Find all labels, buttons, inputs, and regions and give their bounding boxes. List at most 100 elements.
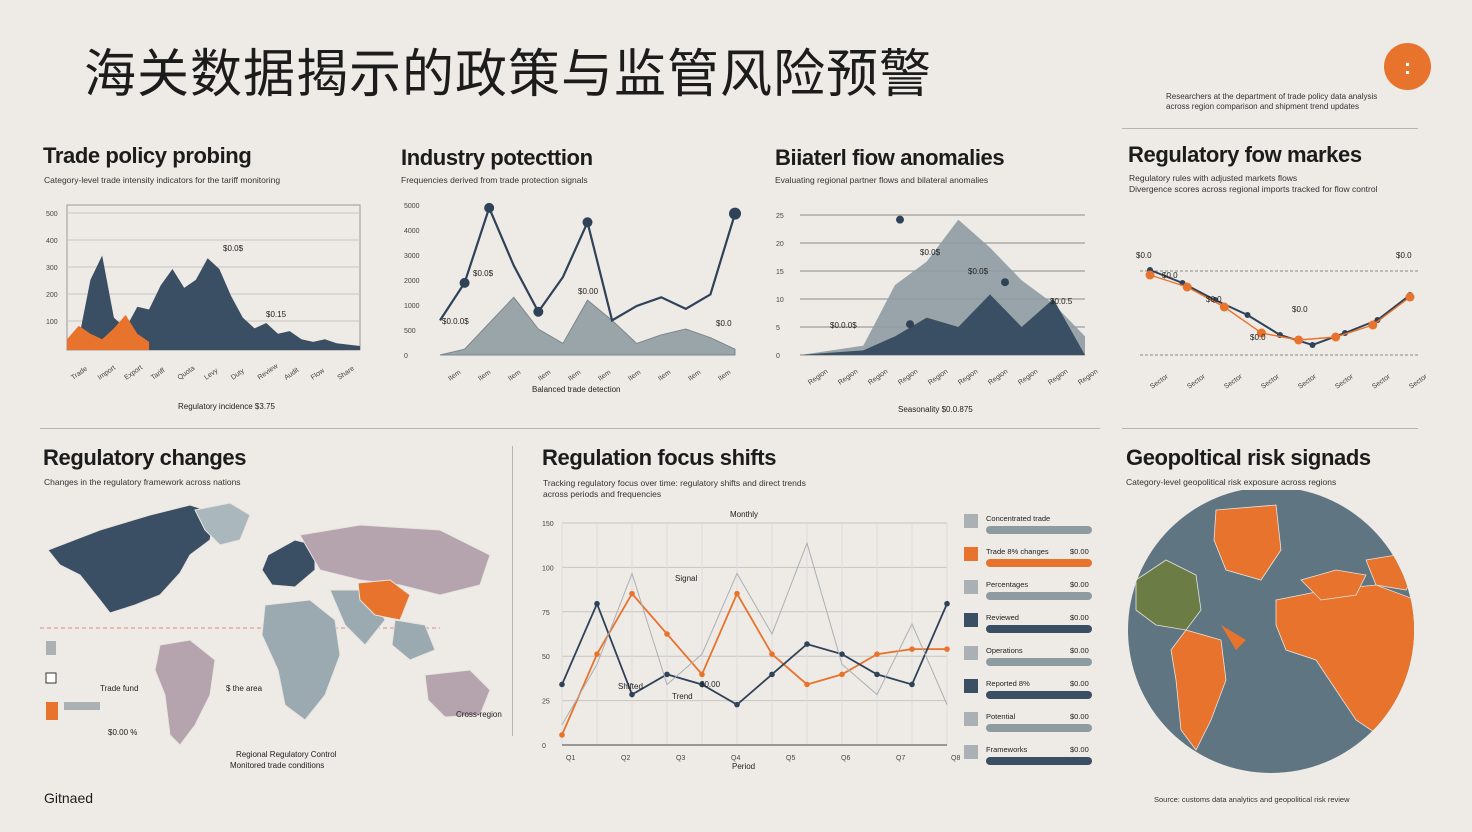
trade-xtick: Duty [230,367,246,381]
row-divider [40,428,1100,429]
trade-xtick: Trade [70,366,89,382]
trade-ytick: 300 [46,265,58,272]
industry-ytick: 4000 [404,228,420,235]
focus-annotation-4: $0.00 [700,680,721,689]
industry-xtick: Item [657,369,672,383]
focus-legend-label: Percentages [986,580,1029,589]
focus-xtick: Q2 [621,755,630,762]
caribbean-region [1221,625,1246,650]
bilateral-xtick: Region [1017,368,1039,387]
industry-xtick: Item [567,369,582,383]
trade-xtick: Share [336,365,355,382]
focus-point [594,651,600,657]
industry-ytick: 1000 [404,303,420,310]
focus-point [909,646,915,652]
focus-point [664,631,670,637]
bilateral-annotation-4: $0.0.5 [1050,297,1073,306]
industry-point [582,217,593,228]
map-caption-2: Monitored trade conditions [230,761,324,770]
focus-point [874,651,880,657]
industry-xtick: Item [507,369,522,383]
map-legend-swatch-1 [46,641,56,655]
focus-annotation-2: Shifted [618,682,643,691]
focus-ytick: 0 [542,743,546,750]
focus-legend-bar [986,691,1092,699]
top-right-divider [1122,128,1418,129]
reg-markets-xtick: Sector [1223,373,1244,391]
focus-point [804,641,810,647]
focus-legend-bar [986,526,1092,534]
industry-point [484,202,495,213]
map-legend-swatch-3 [46,702,58,720]
trade-xtick: Levy [203,367,220,382]
focus-ytick: 75 [542,610,550,617]
bilateral-xtick: Region [837,368,859,387]
bilateral-ytick: 10 [776,297,784,304]
trade-xtick: Export [123,364,144,381]
focus-legend-item: Reported 8% $0.00 [964,679,1094,703]
column-divider [512,446,513,736]
reg-markets-xtick: Sector [1149,373,1170,391]
focus-legend-swatch [964,646,978,660]
focus-legend-label: Trade 8% changes [986,547,1049,556]
focus-legend-swatch [964,547,978,561]
focus-annotation-1: Signal [675,574,697,583]
focus-legend-label: Reported 8% [986,679,1030,688]
focus-chart-title: Monthly [730,510,758,519]
reg-markets-point [1244,312,1251,318]
bilateral-subtitle: Evaluating regional partner flows and bi… [775,175,989,185]
bilateral-chart: 25 20 15 10 5 0 Region Region Region Region Regio… [776,213,1099,414]
bilateral-xtick: Region [1077,368,1099,387]
reg-markets-title: Regulatory fow markes [1128,142,1362,167]
focus-legend-label: Operations [986,646,1023,655]
geo-subtitle: Category-level geopolitical risk exposur… [1126,477,1337,487]
reg-markets-point [1145,270,1155,280]
industry-annotation-2: $0.00 [578,287,599,296]
bilateral-xtick: Region [867,368,889,387]
focus-point [909,681,915,688]
focus-xtick: Q1 [566,755,575,762]
reg-markets-subtitle-2: Divergence scores across regional import… [1129,184,1378,194]
industry-ytick: 5000 [404,203,420,210]
focus-point [804,681,810,688]
bilateral-xtick: Region [987,368,1009,387]
industry-xtick: Item [627,369,642,383]
focus-point [734,701,740,708]
focus-point [839,671,845,678]
reg-markets-annotation-4: $0.0 [1250,333,1266,342]
trade-xtick: Flow [310,367,327,382]
focus-legend-item: Percentages $0.00 [964,580,1094,604]
bilateral-point [1001,278,1009,287]
focus-point [699,681,705,688]
reg-markets-point [1405,292,1415,302]
bilateral-point [906,320,914,329]
focus-point [699,671,705,678]
focus-xlabel: Period [732,762,755,771]
industry-xtick: Item [447,369,462,383]
industry-xtick: Item [477,369,492,383]
bilateral-ytick: 20 [776,241,784,248]
trade-policy-chart: 500 400 300 200 100 Trade Import Export Tariff Q… [46,204,361,411]
reg-markets-annotation-1: $0.0 [1136,251,1152,260]
focus-legend-bar [986,757,1092,765]
focus-xtick: Q8 [951,755,960,762]
trade-policy-subtitle: Category-level trade intensity indicator… [44,175,281,185]
eurasia-africa-region [1275,584,1414,741]
reg-markets-point [1219,302,1229,312]
reg-markets-point [1374,317,1381,323]
focus-line-orange [561,591,947,736]
globe-map [1128,490,1414,773]
menu-button[interactable]: : [1384,43,1431,90]
focus-point [769,671,775,678]
reg-markets-annotation-5: $0.0 [1292,305,1308,314]
greenland [194,502,251,546]
focus-legend-label: Frameworks [986,745,1028,754]
row-divider-right [1122,428,1418,429]
south-america-region [1170,629,1227,751]
focus-legend-swatch [964,580,978,594]
focus-legend-label: Potential [986,712,1016,721]
industry-point [729,207,741,220]
bilateral-xtick: Region [807,368,829,387]
reg-markets-annotation-2: $0.0 [1162,271,1178,280]
south-america [154,639,216,746]
